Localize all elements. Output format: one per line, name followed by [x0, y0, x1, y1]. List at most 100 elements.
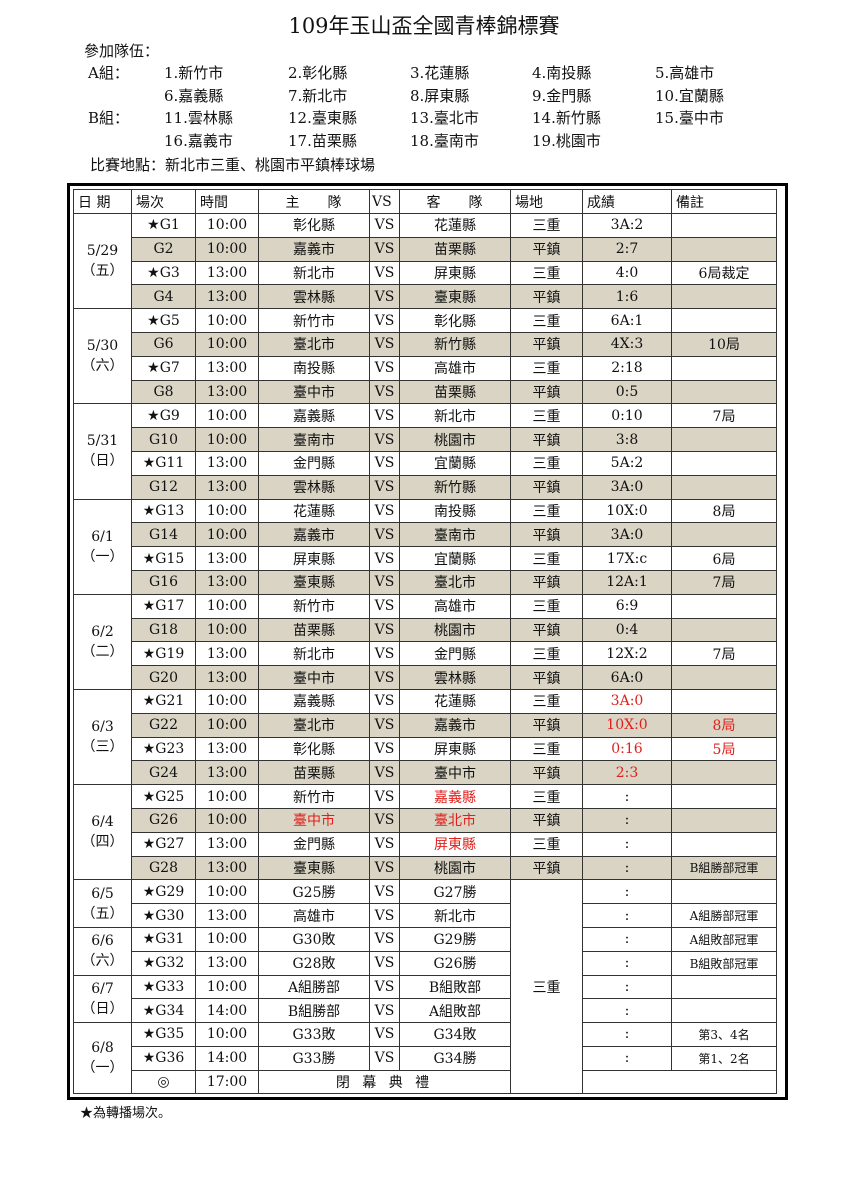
table-row: 6/4 （四） ★G25 10:00 新竹市 VS 嘉義縣 三重:: [73, 784, 777, 881]
away-team: 新北市: [399, 403, 511, 429]
game-time: 10:00: [195, 974, 259, 1000]
score: :: [582, 879, 672, 905]
venue: 三重: [510, 260, 583, 286]
game-time: 10:00: [195, 712, 259, 738]
date-cell: 5/29 （五）: [73, 212, 132, 310]
vs-label: VS: [369, 379, 400, 405]
score: 2:3: [582, 760, 672, 786]
game-id: ★G3: [131, 260, 196, 286]
team-entry: 13.臺北市: [410, 109, 479, 127]
game-time: 10:00: [195, 308, 259, 333]
table-row: ★G27 13:00 金門縣 VS 屏東縣 三重:: [74, 831, 777, 857]
venue: 三重: [510, 355, 583, 381]
vs-label: VS: [369, 641, 400, 667]
score: :: [582, 950, 672, 976]
game-id: ★G25: [131, 784, 196, 809]
team-entry: 16.嘉義市: [164, 131, 233, 150]
venue: 平鎮: [510, 331, 583, 357]
venue: 三重: [510, 831, 583, 857]
date: 5/31: [86, 433, 119, 450]
game-id: ★G35: [131, 1022, 196, 1047]
column-header: 時間: [195, 189, 259, 214]
table-row: ★G30 13:00 高雄市 VS 新北市: A組勝部冠軍: [74, 903, 777, 928]
home-team: 新竹市: [258, 593, 370, 619]
home-team: 彰化縣: [258, 213, 370, 238]
date: 6/5: [91, 885, 114, 902]
vs-label: VS: [369, 879, 400, 905]
schedule-table: 日 期場次 時間主 隊 VS 客 隊場地 成績 備註 5/29 （五） ★G1 10:00 彰化縣…: [73, 189, 777, 1095]
vs-label: VS: [369, 213, 400, 238]
game-id: G8: [131, 379, 196, 405]
date-cell: 5/30 （六）: [73, 308, 132, 405]
note: [671, 213, 777, 238]
game-id: G28: [131, 855, 196, 881]
away-team: 臺北市: [399, 807, 511, 833]
home-team: 雲林縣: [258, 474, 370, 500]
note: [671, 379, 777, 405]
header-row: 日 期場次 時間主 隊 VS 客 隊場地 成績 備註: [73, 189, 777, 214]
date-cell: 6/2 （二）: [73, 593, 132, 690]
vs-label: VS: [369, 569, 400, 595]
venue: 三重: [510, 593, 583, 619]
game-id: ★G33: [131, 974, 196, 1000]
game-id: G24: [131, 760, 196, 786]
date-cell: 6/7 （日）: [73, 974, 132, 1024]
game-id: ★G13: [131, 498, 196, 524]
vs-label: VS: [369, 1045, 400, 1071]
game-time: 13:00: [195, 641, 259, 667]
team-entry: 14.新竹縣: [532, 109, 601, 127]
note: [671, 355, 777, 381]
game-id: ★G5: [131, 308, 196, 333]
note: 8局: [671, 712, 777, 738]
away-team: 桃園市: [399, 427, 511, 452]
note: [671, 474, 777, 500]
away-team: 宜蘭縣: [399, 546, 511, 571]
venue: 平鎮: [510, 427, 583, 452]
vs-label: VS: [369, 308, 400, 333]
table-row: ★G3 13:00 新北市 VS 屏東縣 三重 4:0 6局裁定: [74, 260, 777, 286]
home-team: G30敗: [258, 926, 370, 952]
game-time: 13:00: [195, 379, 259, 405]
score: :: [582, 855, 672, 881]
away-team: G34敗: [399, 1022, 511, 1047]
game-time: 10:00: [195, 498, 259, 524]
score: :: [582, 926, 672, 952]
note: [671, 427, 777, 452]
game-id: ★G7: [131, 355, 196, 381]
score: 6:9: [582, 593, 672, 619]
away-team: A組敗部: [399, 998, 511, 1024]
team-entry: 12.臺東縣: [288, 109, 357, 127]
note: [671, 760, 777, 786]
date: 6/3: [91, 719, 114, 736]
away-team: G26勝: [399, 950, 511, 976]
table-row: 6/7 （日） ★G33 10:00 A組勝部 VS B組敗部:: [73, 974, 777, 1024]
away-team: G29勝: [399, 926, 511, 952]
note: B組勝部冠軍: [671, 855, 777, 881]
away-team: 臺東縣: [399, 284, 511, 310]
away-team: 臺中市: [399, 760, 511, 786]
team-entry: 19.桃園市: [532, 131, 601, 150]
game-time: 10:00: [195, 926, 259, 952]
table-row: ◎ 17:00 閉 幕 典 禮: [74, 1069, 777, 1095]
note: 7局: [671, 403, 777, 429]
game-time: 17:00: [195, 1069, 259, 1095]
game-id: G14: [131, 522, 196, 548]
game-time: 10:00: [195, 879, 259, 905]
away-team: 新竹縣: [399, 331, 511, 357]
away-team: 花蓮縣: [399, 213, 511, 238]
date: 5/29: [86, 243, 119, 260]
away-team: 苗栗縣: [399, 379, 511, 405]
date: 6/6: [91, 933, 114, 950]
game-time: 13:00: [195, 450, 259, 476]
team-entry: 11.雲林縣: [164, 109, 233, 127]
table-row: 5/29 （五） ★G1 10:00 彰化縣 VS 花蓮縣 三重 3A:2: [73, 212, 777, 310]
venue: 平鎮: [510, 617, 583, 643]
closing-ceremony: 閉 幕 典 禮: [258, 1069, 511, 1095]
away-team: 宜蘭縣: [399, 450, 511, 476]
game-id: ★G9: [131, 403, 196, 429]
table-row: ★G7 13:00 南投縣 VS 高雄市 三重 2:18: [74, 355, 777, 381]
venue-line: 比賽地點：新北市三重、桃園市平鎮棒球場: [90, 156, 376, 174]
table-row: G14 10:00 嘉義市 VS 臺南市 平鎮 3A:0: [74, 522, 777, 548]
weekday: （六）: [81, 358, 124, 375]
score: :: [582, 903, 672, 928]
